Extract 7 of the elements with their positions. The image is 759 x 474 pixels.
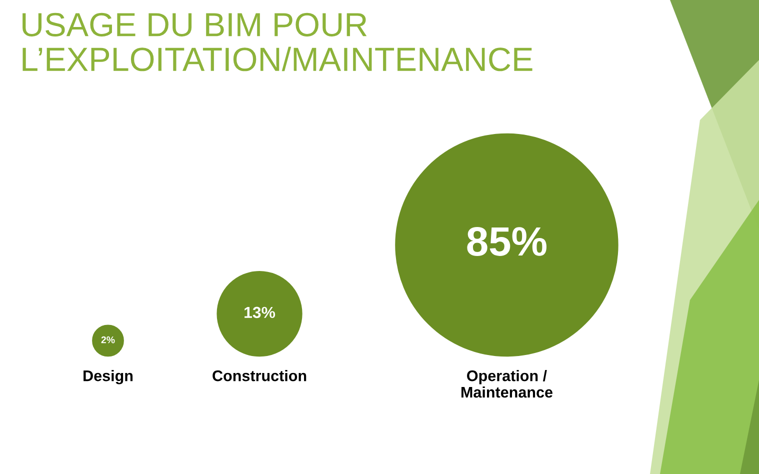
- category-label: Design: [84, 370, 133, 384]
- data-label: 2%: [101, 336, 115, 344]
- data-label: 85%: [467, 227, 546, 256]
- category-label: Operation / Maintenance: [461, 370, 552, 398]
- text: USAGE DU BIM POUR L’EXPLOITATION/MAINTENANCE: [22, 12, 532, 72]
- category-label: Construction: [212, 370, 306, 382]
- data-label: 13%: [244, 306, 276, 318]
